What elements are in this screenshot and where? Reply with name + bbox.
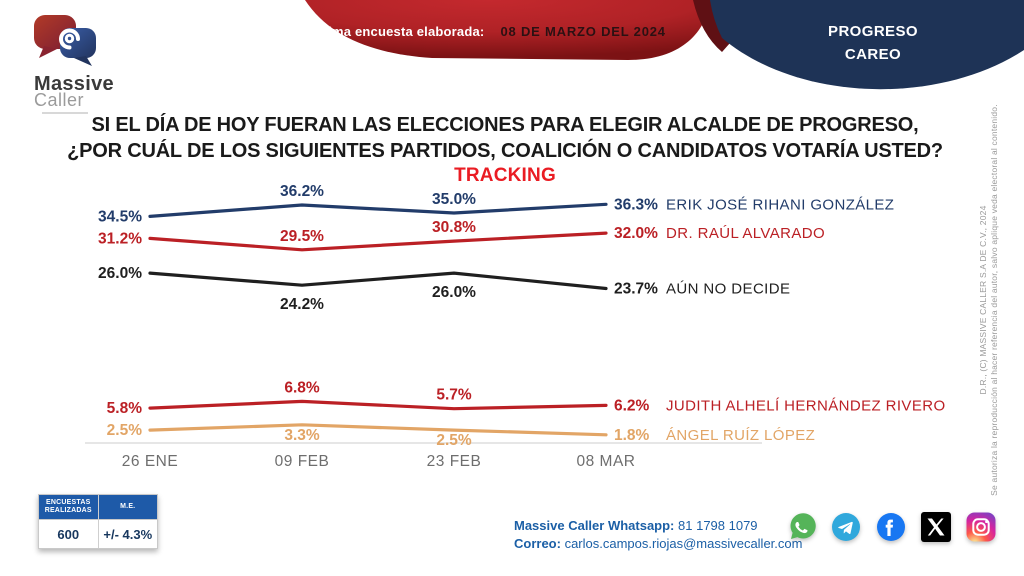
question-line-2: ¿POR CUÁL DE LOS SIGUIENTES PARTIDOS, CO… xyxy=(67,140,943,162)
value-label: 5.8% xyxy=(107,400,143,417)
value-label: 2.5% xyxy=(436,432,472,449)
copyright-line-1: D.R., (C) MASSIVE CALLER S.A DE C.V., 20… xyxy=(978,205,988,395)
series-name-label: ERIK JOSÉ RIHANI GONZÁLEZ xyxy=(666,196,894,213)
whatsapp-number[interactable]: 81 1798 1079 xyxy=(678,518,758,533)
value-label: 1.8% xyxy=(614,427,650,444)
series-line xyxy=(148,423,608,437)
email-address[interactable]: carlos.campos.riojas@massivecaller.com xyxy=(564,536,803,551)
x-axis-label: 08 MAR xyxy=(577,453,636,470)
value-label: 35.0% xyxy=(432,191,476,208)
value-label: 31.2% xyxy=(98,230,142,247)
copyright-line-2: Se autoriza la reproducción al hacer ref… xyxy=(989,104,999,496)
telegram-icon[interactable] xyxy=(830,511,862,543)
region-name: PROGRESO xyxy=(828,23,918,40)
value-label: 6.2% xyxy=(614,397,650,414)
surveys-count-cell: 600 xyxy=(39,519,98,548)
logo-tagline-rule xyxy=(42,112,88,114)
tracking-label: TRACKING xyxy=(454,165,556,186)
series-name-label: ÁNGEL RUÍZ LÓPEZ xyxy=(666,427,815,444)
series-name-label: JUDITH ALHELÍ HERNÁNDEZ RIVERO xyxy=(666,397,946,414)
value-label: 30.8% xyxy=(432,219,476,236)
value-label: 23.7% xyxy=(614,281,658,298)
value-label: 26.0% xyxy=(432,284,476,301)
speech-bubbles-logo-icon xyxy=(34,15,96,66)
series-line xyxy=(148,202,608,218)
header-navy-shape xyxy=(710,0,1024,90)
value-label: 24.2% xyxy=(280,296,324,313)
whatsapp-label: Massive Caller Whatsapp: xyxy=(514,518,675,533)
logo-wordmark: Massive Caller xyxy=(28,73,138,114)
series-name-label: DR. RAÚL ALVARADO xyxy=(666,225,825,242)
last-poll-banner: Última encuesta elaborada: 08 DE MARZO D… xyxy=(288,18,688,44)
value-label: 36.3% xyxy=(614,196,658,213)
value-label: 29.5% xyxy=(280,228,324,245)
last-poll-date: 08 DE MARZO DEL 2024 xyxy=(500,23,666,39)
x-axis-label: 26 ENE xyxy=(122,453,178,470)
whatsapp-icon[interactable] xyxy=(785,511,817,543)
poll-type: CAREO xyxy=(844,46,902,63)
series-line xyxy=(148,231,608,252)
stats-table-header-row: ENCUESTAS REALIZADAS M.E. xyxy=(39,495,157,519)
header-shapes xyxy=(305,0,1024,90)
value-label: 36.2% xyxy=(280,185,324,200)
question-line-1: SI EL DÍA DE HOY FUERAN LAS ELECCIONES P… xyxy=(91,114,919,136)
x-axis-label: 09 FEB xyxy=(275,453,330,470)
stats-table: ENCUESTAS REALIZADAS M.E. 600 +/- 4.3% xyxy=(38,494,158,549)
last-poll-label: Última encuesta elaborada: xyxy=(310,23,485,39)
header-red-banner-shape xyxy=(305,0,711,60)
x-icon[interactable] xyxy=(920,511,952,543)
value-label: 32.0% xyxy=(614,225,658,242)
value-label: 5.7% xyxy=(436,387,472,404)
value-label: 2.5% xyxy=(107,422,143,439)
value-label: 6.8% xyxy=(284,379,320,396)
question-title: SI EL DÍA DE HOY FUERAN LAS ELECCIONES P… xyxy=(0,112,1010,188)
series-line xyxy=(148,271,608,291)
email-label: Correo: xyxy=(514,536,561,551)
whatsapp-contact-line: Massive Caller Whatsapp: 81 1798 1079 xyxy=(514,517,802,535)
margin-error-header-cell: M.E. xyxy=(97,495,158,519)
region-badge: PROGRESO CAREO xyxy=(793,20,953,66)
margin-error-cell: +/- 4.3% xyxy=(97,519,157,548)
massive-caller-logo: Massive Caller xyxy=(28,12,138,114)
value-label: 3.3% xyxy=(284,427,320,444)
surveys-header-cell: ENCUESTAS REALIZADAS xyxy=(44,499,92,514)
copyright-note: D.R., (C) MASSIVE CALLER S.A DE C.V., 20… xyxy=(978,82,1002,518)
header-darkred-wedge-shape xyxy=(693,0,730,52)
series-line xyxy=(148,399,608,411)
value-label: 26.0% xyxy=(98,265,142,282)
logo-word-caller: Caller xyxy=(34,90,85,110)
tracking-line-chart: 26 ENE 09 FEB 23 FEB 08 MAR 34.5% 36.2% 35.0% 3… xyxy=(85,185,946,470)
instagram-icon[interactable] xyxy=(965,511,997,543)
series-name-label: AÚN NO DECIDE xyxy=(666,281,790,298)
value-label: 34.5% xyxy=(98,208,142,225)
email-contact-line: Correo: carlos.campos.riojas@massivecall… xyxy=(514,535,802,553)
social-links xyxy=(785,511,997,543)
x-axis-label: 23 FEB xyxy=(427,453,482,470)
contact-block: Massive Caller Whatsapp: 81 1798 1079 Co… xyxy=(514,517,802,553)
stats-table-value-row: 600 +/- 4.3% xyxy=(39,519,157,548)
facebook-icon[interactable] xyxy=(875,511,907,543)
logo-word-massive: Massive xyxy=(34,73,114,95)
